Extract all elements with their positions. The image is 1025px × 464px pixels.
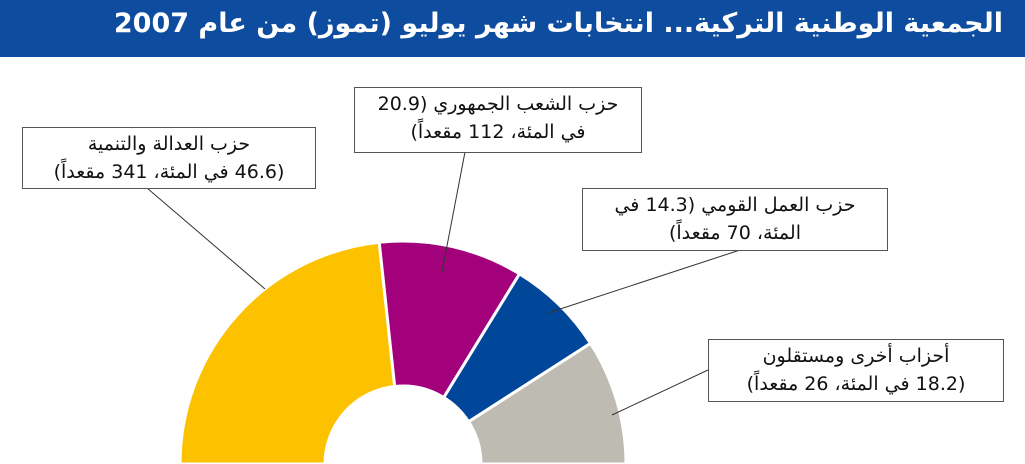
label-akp-line1: حزب العدالة والتنمية [87,133,251,155]
slice-chp [377,239,522,400]
label-box-mhp: حزب العمل القومي (14.3 في المئة، 70 مقعد… [582,188,888,251]
label-mhp-line1: حزب العمل القومي (14.3 في [614,194,856,216]
chart-title: الجمعية الوطنية التركية... انتخابات شهر … [113,8,1004,39]
label-mhp-line2: المئة، 70 مقعداً) [668,222,801,244]
label-box-others: أحزاب أخرى ومستقلون (18.2 في المئة، 26 م… [708,339,1004,402]
label-chp-line2: في المئة، 112 مقعداً) [410,121,586,143]
slice-akp [178,240,397,464]
label-others-line2: (18.2 في المئة، 26 مقعداً) [746,373,966,395]
leader-line-akp [146,187,266,290]
title-bar: الجمعية الوطنية التركية... انتخابات شهر … [0,0,1025,57]
label-box-akp: حزب العدالة والتنمية (46.6 في المئة، 341… [22,127,316,189]
label-akp-line2: (46.6 في المئة، 341 مقعداً) [53,161,285,183]
label-others-line1: أحزاب أخرى ومستقلون [762,345,950,367]
leader-line-others [611,369,709,416]
label-chp-line1: حزب الشعب الجمهوري (20.9 [377,93,619,115]
leader-line-mhp [547,249,741,314]
label-box-chp: حزب الشعب الجمهوري (20.9 في المئة، 112 م… [354,87,642,153]
leader-line-chp [441,151,466,273]
